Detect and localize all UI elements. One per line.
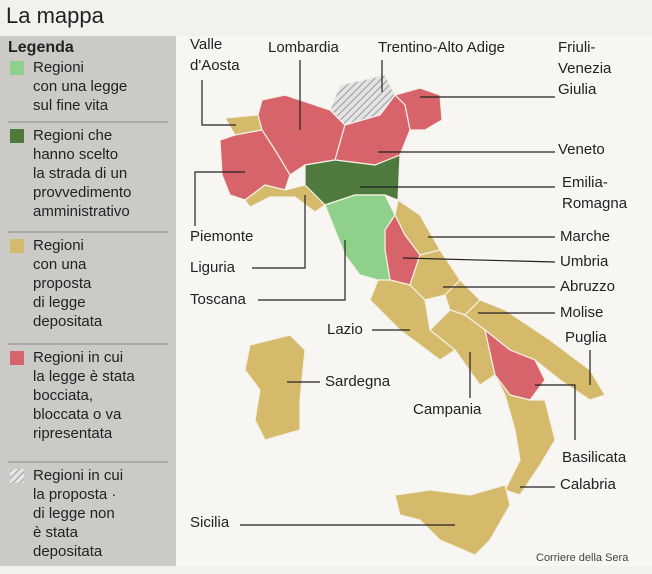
legend-text: depositata xyxy=(33,543,103,560)
region-label: Piemonte xyxy=(190,228,253,245)
region-shape xyxy=(494,374,556,496)
region-label: Toscana xyxy=(190,291,247,308)
region-label: Emilia- xyxy=(562,174,608,191)
legend-text: la legge è stata xyxy=(33,368,135,385)
legend-text: proposta xyxy=(33,275,92,292)
region-label: Calabria xyxy=(560,476,617,493)
region-label: Umbria xyxy=(560,253,609,270)
legend-text: Regioni in cui xyxy=(33,349,123,366)
legend-text: Regioni xyxy=(33,237,84,254)
region-label: Sardegna xyxy=(325,373,391,390)
region-label: Valle xyxy=(190,36,222,53)
legend-text: Regioni xyxy=(33,59,84,76)
region-label: Campania xyxy=(413,401,482,418)
region-label: Venezia xyxy=(558,60,612,77)
region-label: d'Aosta xyxy=(190,57,240,74)
legend-text: Regioni che xyxy=(33,127,112,144)
legend-text: la proposta · xyxy=(33,486,116,503)
leader-line xyxy=(402,257,556,263)
leader-line xyxy=(258,240,346,301)
region-label: Basilicata xyxy=(562,449,627,466)
legend-title: Legenda xyxy=(8,39,74,56)
legend-swatch xyxy=(10,129,24,143)
title: La mappa xyxy=(6,3,105,28)
legend: Regioni con una legge sul fine vita Regioni… xyxy=(8,59,168,560)
legend-swatch xyxy=(10,469,24,483)
legend-text: sul fine vita xyxy=(33,97,109,114)
legend-text: depositata xyxy=(33,313,103,330)
legend-text: provvedimento xyxy=(33,184,131,201)
regions xyxy=(219,74,606,556)
legend-text: è stata xyxy=(33,524,79,541)
region-shape xyxy=(324,194,396,281)
region-label: Molise xyxy=(560,304,603,321)
region-label: Puglia xyxy=(565,329,607,346)
region-label: Lombardia xyxy=(268,39,340,56)
legend-panel xyxy=(0,36,176,566)
leader-line xyxy=(535,384,576,440)
region-label: Liguria xyxy=(190,259,236,276)
region-label: Trentino-Alto Adige xyxy=(378,39,505,56)
leader-line xyxy=(194,171,245,226)
legend-text: amministrativo xyxy=(33,203,130,220)
leader-line xyxy=(252,195,306,269)
region-label: Romagna xyxy=(562,195,628,212)
legend-text: bocciata, xyxy=(33,387,93,404)
region-label: Giulia xyxy=(558,81,597,98)
legend-text: Regioni in cui xyxy=(33,467,123,484)
legend-text: hanno scelto xyxy=(33,146,118,163)
region-shape xyxy=(244,334,306,441)
legend-text: di legge non xyxy=(33,505,115,522)
legend-text: con una legge xyxy=(33,78,127,95)
legend-swatch xyxy=(10,61,24,75)
legend-text: di legge xyxy=(33,294,86,311)
labels: Valle d'Aosta Lombardia Trentino-Alto Adige… xyxy=(190,36,628,531)
legend-swatch xyxy=(10,351,24,365)
region-label: Veneto xyxy=(558,141,605,158)
region-label: Friuli- xyxy=(558,39,596,56)
region-label: Marche xyxy=(560,228,610,245)
legend-swatch xyxy=(10,239,24,253)
leader-line xyxy=(201,80,236,126)
legend-text: ripresentata xyxy=(33,425,113,442)
legend-text: con una xyxy=(33,256,87,273)
region-shape xyxy=(394,484,511,556)
legend-text: bloccata o va xyxy=(33,406,122,423)
region-label: Sicilia xyxy=(190,514,230,531)
legend-text: la strada di un xyxy=(33,165,127,182)
credit: Corriere della Sera xyxy=(536,552,629,564)
region-label: Lazio xyxy=(327,321,363,338)
region-label: Abruzzo xyxy=(560,278,615,295)
